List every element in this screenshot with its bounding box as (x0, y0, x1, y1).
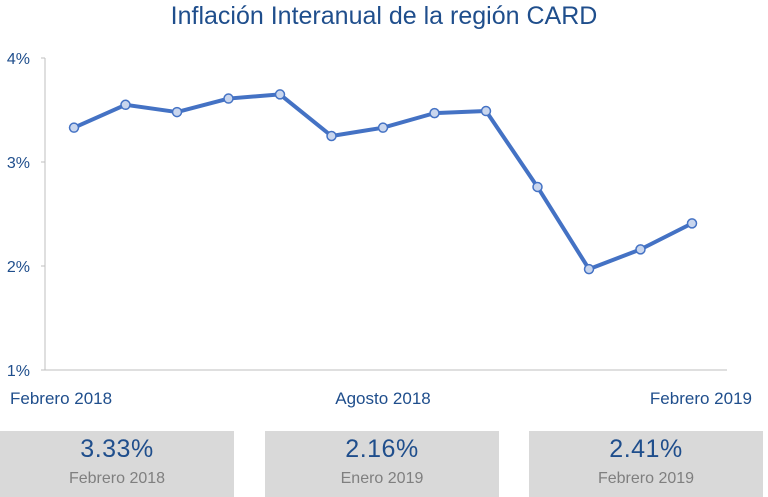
data-point (635, 244, 646, 255)
data-point (171, 106, 183, 118)
data-point (326, 130, 337, 142)
stat-label: Febrero 2019 (597, 470, 695, 487)
data-point (429, 107, 440, 119)
x-tick-label: Febrero 2019 (650, 389, 752, 408)
line-chart: 1% 2% 3% 4% Febrero 2018 Agosto 2018 Febrero 2… (7, 51, 752, 408)
y-tick-label: 4% (7, 51, 30, 68)
y-tick-label: 3% (7, 155, 30, 172)
data-point (686, 218, 698, 229)
data-point (377, 122, 389, 133)
stat-box-first: 3.33% Febrero 2018 (0, 431, 234, 497)
data-point (120, 99, 131, 111)
data-point (274, 89, 286, 100)
data-point (532, 181, 543, 193)
data-point (583, 263, 595, 275)
data-point (68, 122, 80, 133)
y-tick-label: 2% (7, 259, 30, 276)
data-point (223, 93, 234, 104)
series-line (72, 92, 694, 272)
x-tick-label: Febrero 2018 (10, 389, 112, 408)
x-tick-label: Agosto 2018 (335, 389, 430, 408)
chart-title: Inflación Interanual de la región CARD (170, 2, 598, 30)
stat-value: 2.16% (345, 435, 419, 463)
stat-value: 3.33% (80, 435, 154, 463)
stat-box-third: 2.41% Febrero 2019 (529, 431, 763, 497)
stat-box-second: 2.16% Enero 2019 (265, 431, 499, 497)
stat-label: Enero 2019 (340, 470, 424, 487)
stat-label: Febrero 2018 (68, 470, 166, 487)
y-tick-label: 1% (7, 363, 30, 380)
stat-value: 2.41% (609, 435, 683, 463)
data-point (480, 105, 492, 117)
